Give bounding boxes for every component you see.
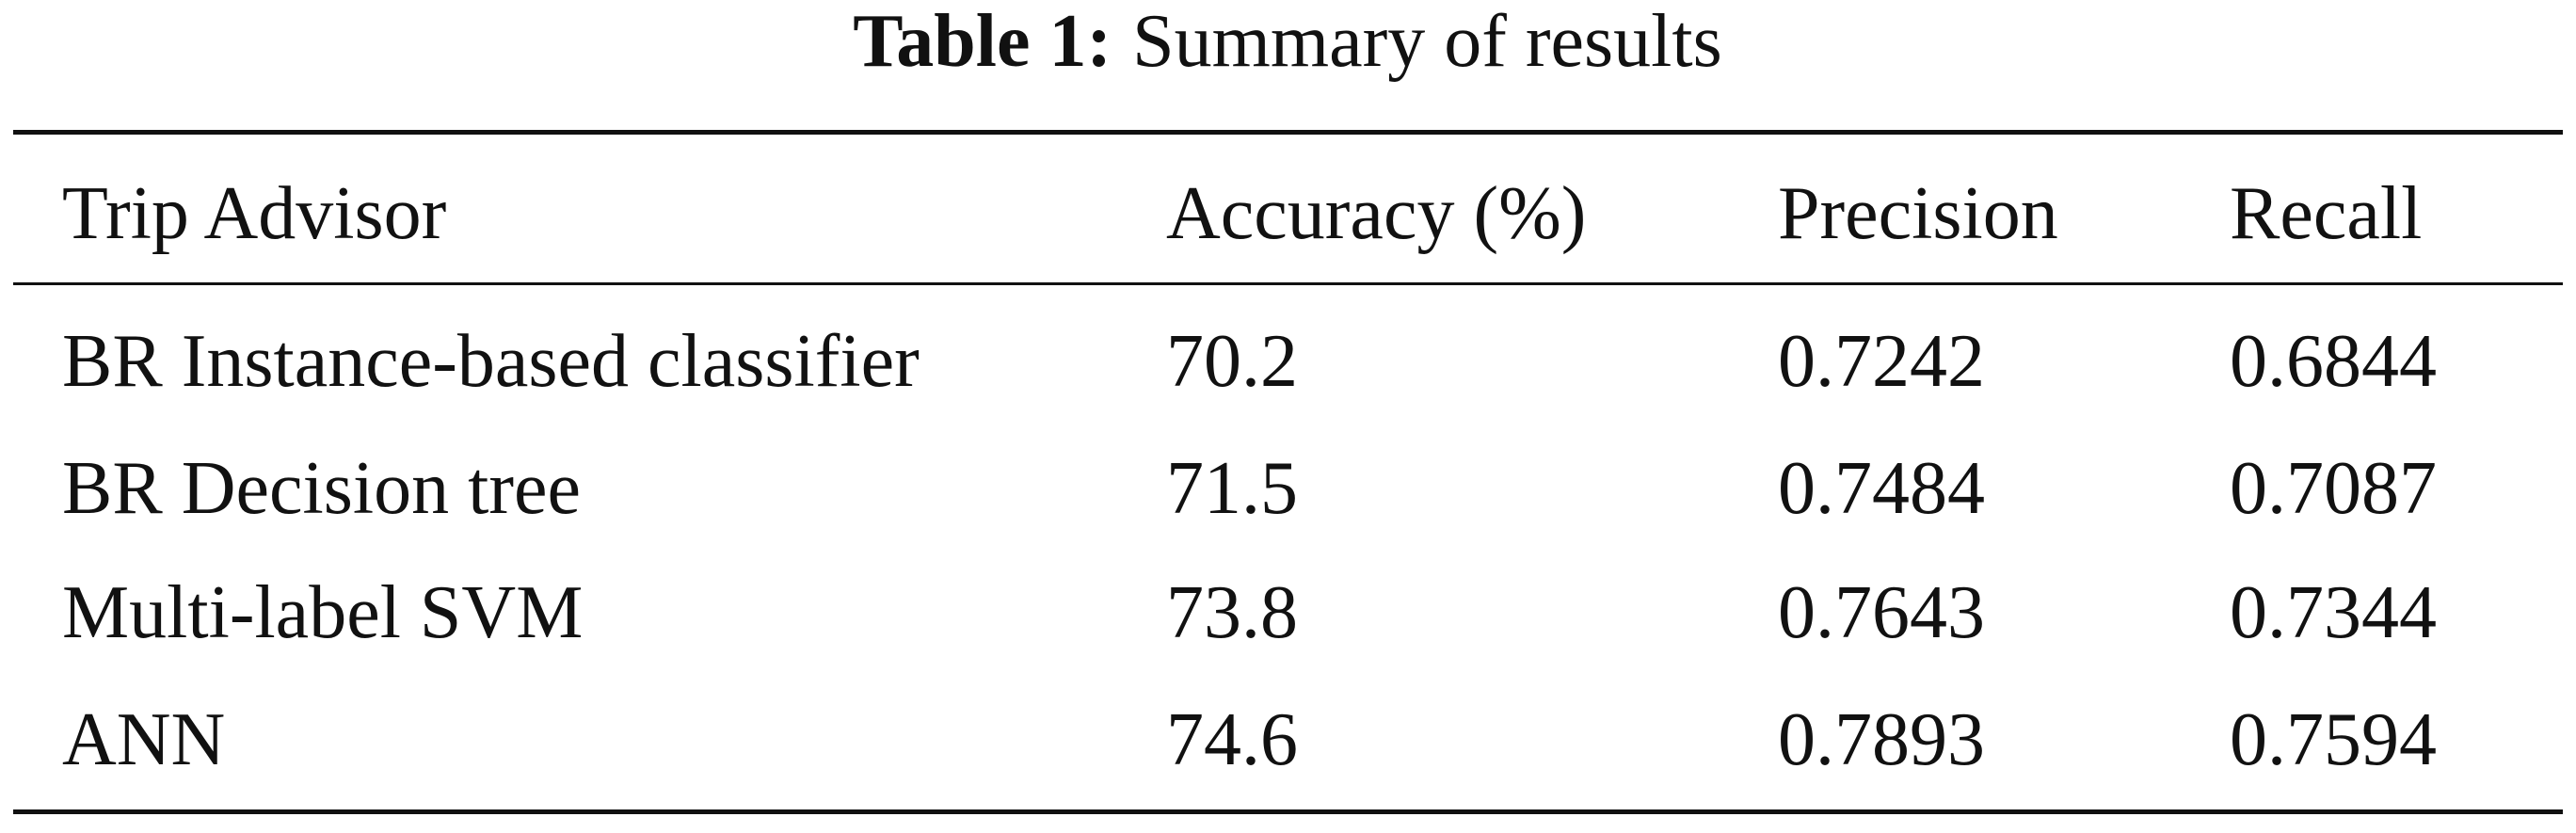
table-cell: 0.7594: [2230, 698, 2437, 781]
table-cell: 73.8: [1166, 571, 1298, 654]
caption: Table 1: Summary of results: [853, 0, 1722, 83]
table-body: Trip Advisor Accuracy (%) Precision Recall B…: [62, 172, 2437, 781]
header-cell: Trip Advisor: [62, 172, 446, 255]
table-cell: 0.7643: [1778, 571, 1985, 654]
table-cell: 71.5: [1166, 447, 1298, 530]
table-cell: ANN: [62, 698, 225, 781]
caption-label: Table 1:: [853, 0, 1112, 83]
caption-text: Summary of results: [1132, 0, 1722, 83]
table-cell: 0.7242: [1778, 320, 1985, 403]
mid-rule: [13, 282, 2563, 285]
header-cell: Recall: [2230, 172, 2422, 255]
table-cell: 0.7087: [2230, 447, 2437, 530]
table-cell: 0.7893: [1778, 698, 1985, 781]
table-cell: 0.7344: [2230, 571, 2437, 654]
bottom-rule: [13, 809, 2563, 814]
table-cell: BR Decision tree: [62, 447, 581, 530]
table-cell: 0.7484: [1778, 447, 1985, 530]
table-cell: Multi-label SVM: [62, 571, 583, 654]
table-cell: 74.6: [1166, 698, 1298, 781]
header-cell: Accuracy (%): [1166, 172, 1586, 255]
header-cell: Precision: [1778, 172, 2058, 255]
table-cell: 0.6844: [2230, 320, 2437, 403]
top-rule: [13, 130, 2563, 135]
table-cell: 70.2: [1166, 320, 1298, 403]
table-cell: BR Instance-based classifier: [62, 320, 920, 403]
